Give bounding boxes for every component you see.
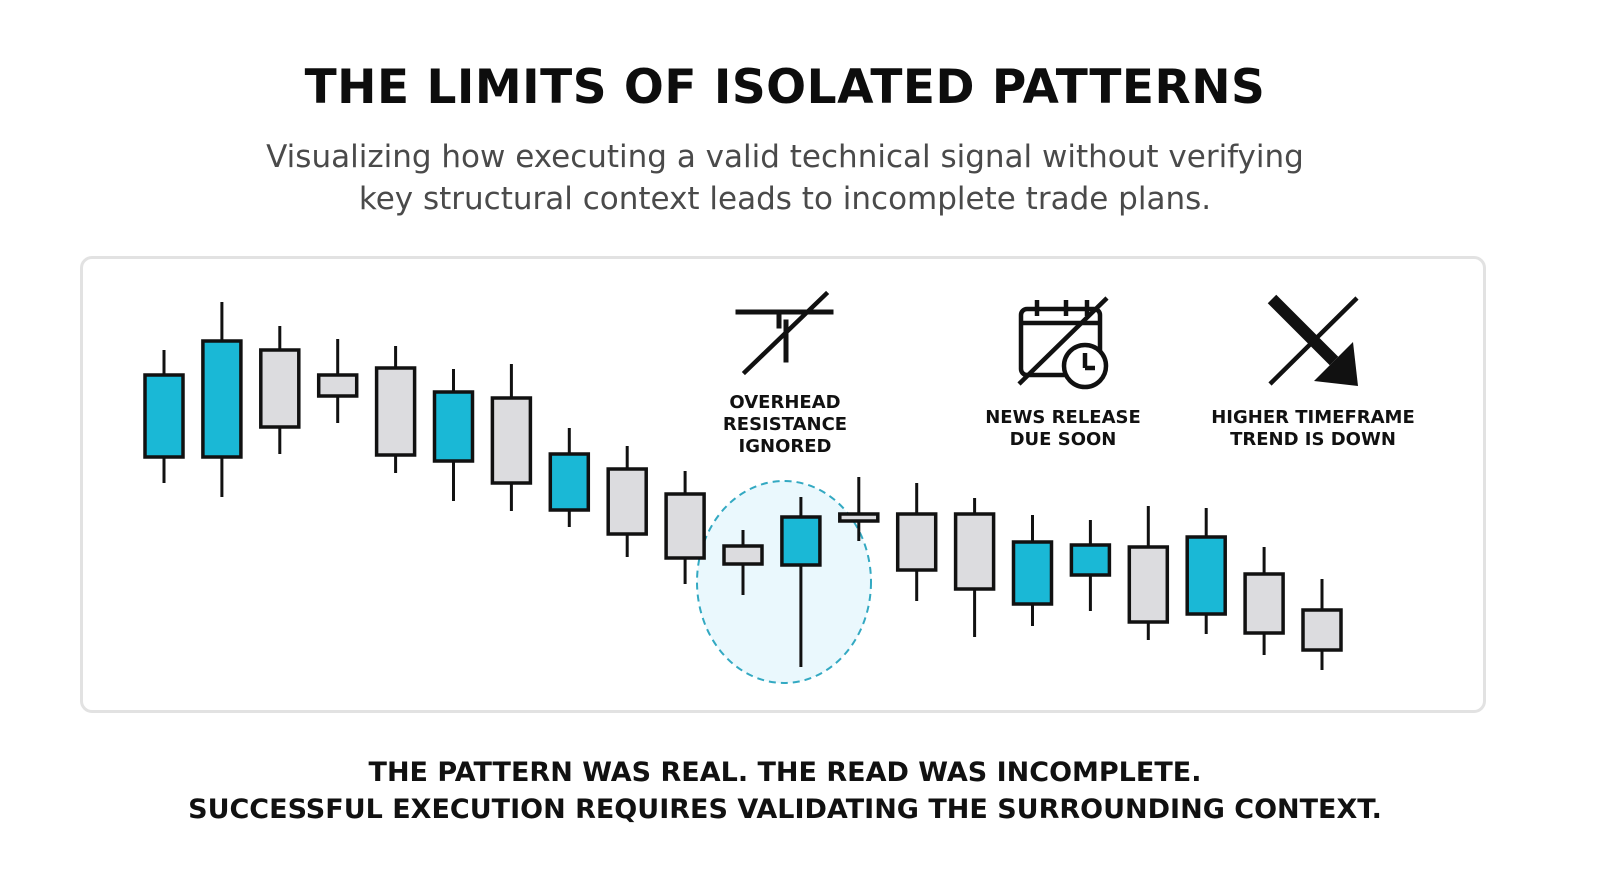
- bearish-candle-body: [838, 512, 880, 523]
- candle: [1301, 579, 1343, 670]
- crossed-out-calendar-clock-icon: [1017, 296, 1109, 390]
- candle: [432, 369, 475, 501]
- context-label-line: OVERHEAD: [729, 392, 841, 413]
- bearish-candle-body: [1301, 608, 1343, 652]
- candle: [201, 302, 243, 497]
- bearish-candle-body: [953, 512, 996, 591]
- candle: [1243, 547, 1285, 655]
- context-label-line: NEWS RELEASE: [985, 407, 1141, 428]
- bearish-candle-body: [374, 366, 417, 457]
- bearish-candle-body: [664, 492, 706, 560]
- bullish-candle-body: [143, 373, 185, 459]
- bearish-candle-body: [490, 396, 533, 485]
- subtitle-line-2: key structural context leads to incomple…: [358, 181, 1212, 217]
- candle: [1127, 506, 1170, 640]
- conclusion-line-1: THE PATTERN WAS REAL. THE READ WAS INCOM…: [368, 757, 1202, 788]
- candle: [548, 428, 591, 527]
- bearish-candle-body: [606, 467, 648, 536]
- bullish-candle-body: [548, 452, 591, 512]
- candle: [838, 477, 880, 541]
- context-label-line: TREND IS DOWN: [1230, 429, 1396, 450]
- subtitle-line-1: Visualizing how executing a valid techni…: [266, 139, 1304, 175]
- candle: [953, 498, 996, 637]
- crossed-out-down-arrow-icon: [1267, 294, 1359, 386]
- candle: [490, 364, 533, 511]
- candle: [606, 446, 648, 557]
- page-title: THE LIMITS OF ISOLATED PATTERNS: [304, 60, 1266, 115]
- context-label-trend: HIGHER TIMEFRAME TREND IS DOWN: [1203, 407, 1423, 451]
- candle: [259, 326, 301, 454]
- candle: [722, 530, 764, 595]
- conclusion-text: THE PATTERN WAS REAL. THE READ WAS INCOM…: [0, 754, 1570, 828]
- bearish-candle-body: [316, 373, 359, 398]
- candle: [664, 471, 706, 584]
- candle: [374, 346, 417, 473]
- bearish-candle-body: [1243, 572, 1285, 635]
- bearish-candle-body: [259, 348, 301, 429]
- context-label-resistance: OVERHEAD RESISTANCE IGNORED: [700, 392, 870, 458]
- bullish-candle-body: [780, 515, 822, 567]
- candle: [1185, 508, 1227, 634]
- highlighted-pattern-circle: [696, 480, 872, 684]
- bullish-candle-body: [201, 339, 243, 459]
- bullish-candle-body: [432, 390, 475, 463]
- candle: [895, 483, 938, 601]
- candle: [316, 339, 359, 423]
- context-label-news: NEWS RELEASE DUE SOON: [963, 407, 1163, 451]
- bullish-candle-body: [1185, 535, 1227, 616]
- candle: [1069, 520, 1112, 611]
- bullish-candle-body: [1011, 540, 1054, 606]
- highlighted-candle: [780, 497, 822, 667]
- context-label-line: HIGHER TIMEFRAME: [1211, 407, 1415, 428]
- context-label-line: IGNORED: [738, 436, 832, 457]
- subtitle: Visualizing how executing a valid techni…: [0, 136, 1570, 220]
- bearish-candle-body: [895, 512, 938, 572]
- bullish-candle-body: [1069, 543, 1112, 577]
- crossed-out-resistance-icon: [735, 290, 834, 376]
- candle: [1011, 515, 1054, 626]
- bearish-candle-body: [722, 544, 764, 566]
- bearish-candle-body: [1127, 545, 1170, 624]
- context-label-line: RESISTANCE: [722, 414, 848, 435]
- candles-group: [143, 302, 1343, 670]
- conclusion-line-2: SUCCESSFUL EXECUTION REQUIRES VALIDATING…: [188, 794, 1382, 825]
- context-label-line: DUE SOON: [1009, 429, 1117, 450]
- candle: [143, 350, 185, 483]
